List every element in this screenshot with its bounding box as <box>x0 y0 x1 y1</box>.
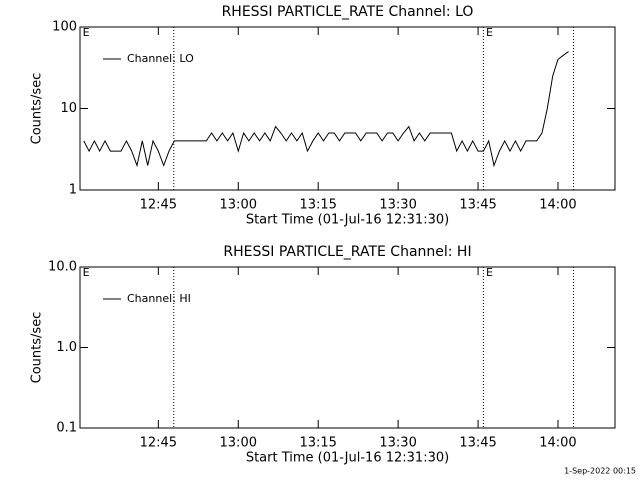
x-tick-label: 13:15 <box>299 436 336 451</box>
x-axis-title: Start Time (01-Jul-16 12:31:30) <box>246 213 449 228</box>
x-tick-label: 14:00 <box>539 436 576 451</box>
x-tick-label: 12:45 <box>140 436 177 451</box>
legend-label: Channel: LO <box>127 52 194 65</box>
flag-label: E <box>486 26 493 39</box>
x-tick-label: 13:45 <box>459 198 496 213</box>
flag-label: E <box>83 26 90 39</box>
flag-label: E <box>486 266 493 279</box>
y-tick-label: 1 <box>69 183 77 198</box>
y-axis-title: Counts/sec <box>30 312 45 384</box>
chart-title: RHESSI PARTICLE_RATE Channel: LO <box>222 4 474 20</box>
legend-label: Channel: HI <box>127 292 191 305</box>
data-line <box>83 51 569 168</box>
x-tick-label: 13:00 <box>220 198 257 213</box>
y-tick-label: 10.0 <box>48 260 77 275</box>
x-tick-label: 13:45 <box>459 436 496 451</box>
x-tick-label: 14:00 <box>539 198 576 213</box>
y-axis-title: Counts/sec <box>30 73 45 145</box>
y-tick-label: 1.0 <box>56 340 77 355</box>
x-axis-title: Start Time (01-Jul-16 12:31:30) <box>246 451 449 466</box>
x-tick-label: 12:45 <box>140 198 177 213</box>
y-tick-label: 0.1 <box>56 421 77 436</box>
x-tick-label: 13:00 <box>220 436 257 451</box>
footer: 1-Sep-2022 00:15 <box>564 467 636 476</box>
y-tick-label: 100 <box>52 20 77 35</box>
chart-title: RHESSI PARTICLE_RATE Channel: HI <box>223 244 471 260</box>
y-tick-label: 10 <box>60 101 77 116</box>
x-tick-label: 13:30 <box>379 436 416 451</box>
flag-label: E <box>83 266 90 279</box>
x-tick-label: 13:15 <box>299 198 336 213</box>
x-tick-label: 13:30 <box>379 198 416 213</box>
